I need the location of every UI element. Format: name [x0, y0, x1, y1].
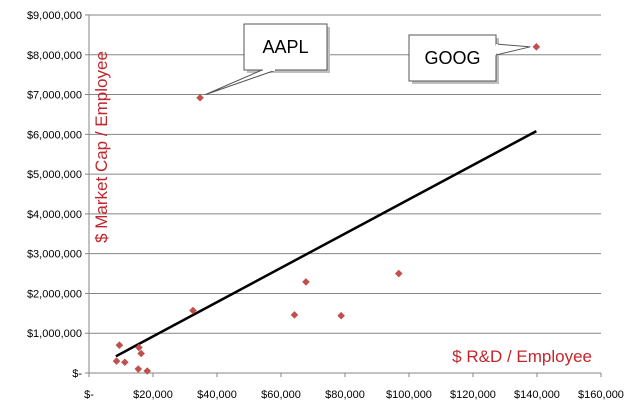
axes — [85, 14, 602, 377]
data-point — [394, 269, 403, 278]
gridlines — [89, 14, 601, 334]
y-tick-label: $7,000,000 — [27, 90, 82, 102]
trendline-segment — [115, 130, 537, 358]
x-tick-label: $80,000 — [325, 389, 365, 401]
data-point — [121, 358, 129, 367]
y-tick-label: $9,000,000 — [27, 10, 82, 22]
callout-label: AAPL — [262, 37, 308, 57]
callout-aapl: AAPL — [204, 23, 330, 96]
y-tick-label: $- — [72, 368, 82, 380]
y-tick-label: $4,000,000 — [27, 209, 82, 221]
x-tick-label: $60,000 — [261, 389, 301, 401]
y-tick-label: $2,000,000 — [27, 288, 82, 300]
data-point — [196, 93, 204, 102]
callout-pointer — [495, 43, 531, 56]
data-point — [115, 341, 124, 349]
x-tick-label: $140,000 — [514, 389, 560, 401]
callout-label: GOOG — [424, 48, 480, 68]
data-point — [137, 349, 145, 358]
data-point — [189, 306, 197, 315]
data-point — [337, 311, 345, 320]
data-point — [290, 311, 299, 319]
x-tick-label: $100,000 — [386, 389, 432, 401]
callout-joint — [494, 43, 498, 56]
data-point — [143, 367, 152, 375]
data-point — [134, 365, 143, 373]
y-tick-label: $5,000,000 — [27, 169, 82, 181]
x-tick-label: $40,000 — [197, 389, 237, 401]
callout-goog: GOOG — [408, 34, 531, 84]
x-tick-label: $20,000 — [133, 389, 173, 401]
x-tick-label: $160,000 — [578, 389, 624, 401]
y-axis-title: $ Market Cap / Employee — [92, 51, 111, 243]
x-tick-label: $120,000 — [450, 389, 496, 401]
trendline — [115, 130, 537, 358]
y-axis-tick-labels: $- $1,000,000 $2,000,000 $3,000,000 $4,000,0… — [27, 10, 82, 380]
callout-box — [408, 34, 497, 82]
x-axis-tick-labels: $- $20,000 $40,000 $60,000 $80,000 $100,000 $1… — [84, 389, 624, 401]
data-points — [112, 43, 541, 375]
callout-box — [243, 23, 328, 71]
x-axis-title: $ R&D / Employee — [452, 347, 592, 366]
data-point — [112, 357, 121, 365]
y-tick-label: $6,000,000 — [27, 129, 82, 141]
callouts: AAPL GOOG — [204, 23, 531, 96]
y-tick-label: $3,000,000 — [27, 249, 82, 261]
y-tick-label: $1,000,000 — [27, 328, 82, 340]
x-tick-label: $- — [84, 389, 94, 401]
y-tick-label: $8,000,000 — [27, 50, 82, 62]
data-point — [135, 343, 143, 352]
callout-pointer — [204, 69, 277, 96]
data-point — [302, 278, 310, 286]
data-point — [532, 43, 541, 51]
